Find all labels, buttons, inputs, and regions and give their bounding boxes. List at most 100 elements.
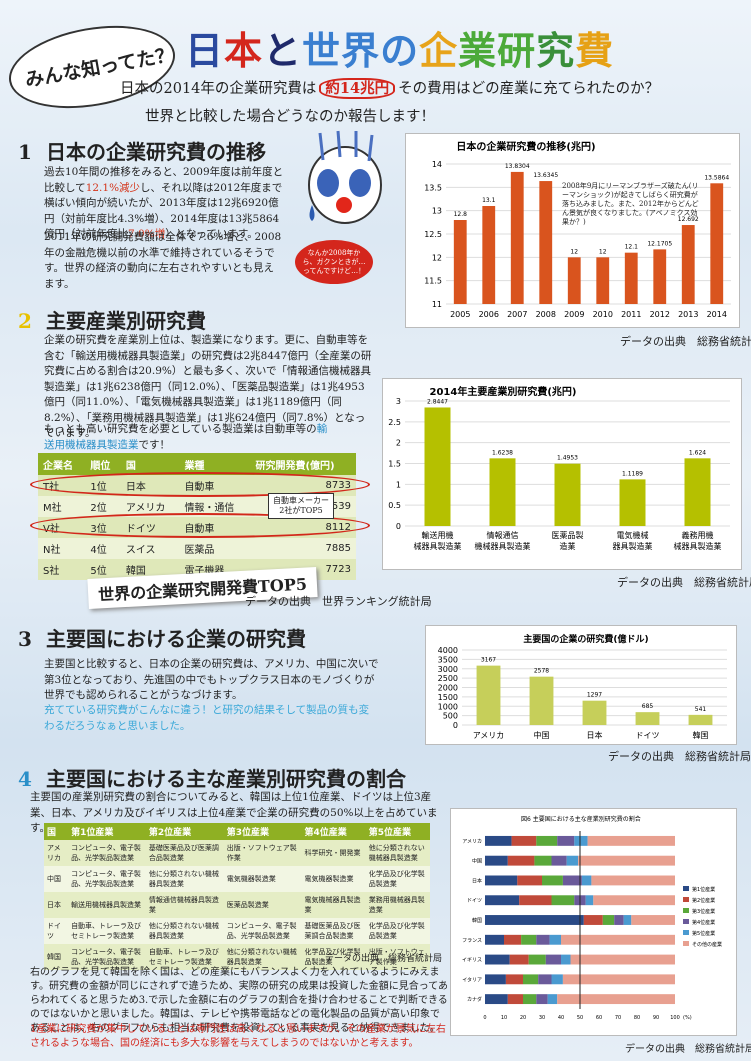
- s1-text-c: ）となっています。: [165, 228, 258, 240]
- top5-cell: 2位: [85, 496, 121, 517]
- top5-cell: 4位: [85, 538, 121, 559]
- y-tick-label: ドイツ: [467, 898, 482, 904]
- bar-segment: [585, 895, 594, 906]
- industry-cell: 電気機器製造業: [223, 866, 302, 892]
- bar-segment: [538, 974, 552, 985]
- data-label: 685: [642, 703, 654, 710]
- section-2-number: 2: [18, 309, 32, 333]
- bar: [619, 479, 646, 526]
- industry-cell: 基礎医薬品及び医薬調合品製造業: [301, 918, 366, 944]
- face-note-text: なんか2008年から、ガクンときが…ってんですけど…！: [302, 249, 366, 275]
- bar-segment: [570, 954, 675, 965]
- right-eye: [349, 169, 371, 197]
- section-3-number: 3: [18, 627, 32, 651]
- x-tick-label: 60: [596, 1015, 602, 1021]
- data-label: 13.1: [482, 197, 496, 204]
- y-tick-label: アメリカ: [462, 839, 482, 845]
- y-tick-label: 1500: [438, 693, 458, 702]
- bar-segment: [509, 954, 529, 965]
- y-tick-label: 500: [443, 712, 458, 721]
- bar: [684, 458, 711, 526]
- chart-title: 日本の企業研究費の推移(兆円): [456, 140, 595, 153]
- table-row: 日本 輸送用機械器具製造業 情報通信機械器具製造業 医薬品製造業 電気機械器具製造業 業務…: [44, 892, 430, 918]
- x-tick-label: 2007: [507, 310, 527, 319]
- x-tick-label: 情報通信: [487, 530, 519, 540]
- y-tick-label: 13.5: [424, 183, 442, 192]
- bar-segment: [614, 915, 624, 925]
- chart-industry-share: 図6 主要国における主な産業別研究費の割合 0 10 20 30 40 50 60 70 80 90…: [450, 808, 737, 1036]
- industry-cell: 情報通信機械器具製造業: [145, 892, 224, 918]
- s1-highlight-2: 7.0%増: [128, 228, 166, 240]
- highlight-oval-1: [30, 472, 370, 497]
- y-tick-label: 0.5: [388, 501, 401, 510]
- y-tick-label: 1.5: [388, 460, 401, 469]
- chart-2-svg: 2014年主要産業別研究費(兆円) 0 0.5 1 1.5 2 2.5 3 2.8447 輸送用機…: [388, 385, 730, 551]
- bar-segment: [547, 994, 558, 1005]
- y-tick-label: カナダ: [467, 996, 482, 1003]
- bar: [624, 252, 638, 304]
- bar-segment: [566, 855, 579, 866]
- s1-text: 過去10年間の推移をみると、2009年度は前年度と比較して: [44, 166, 284, 194]
- chart-2-source: データの出典 総務省統計局: [617, 576, 751, 589]
- nose: [336, 197, 352, 213]
- y-tick-label: 3500: [438, 655, 458, 664]
- bar-segment: [528, 954, 546, 965]
- y-tick-label: 中国: [472, 858, 482, 865]
- y-tick-label: 2: [396, 439, 401, 448]
- table-row: ドイツ 自動車、トレーラ及びセミトレーラ製造業 他に分類されない機械器具製造業 コンピ…: [44, 918, 430, 944]
- bar-segment: [485, 954, 510, 965]
- intro-line-1: 日本の2014年の企業研究費は 約14兆円 その費用はどの産業に充てられたのか？: [120, 76, 659, 102]
- industry-cell: 化学品及び化学製品製造業: [365, 866, 430, 892]
- bar-segment: [523, 974, 539, 985]
- bar: [710, 183, 724, 304]
- industry-cell: コンピュータ、電子製品、光学製品製造業: [68, 840, 146, 866]
- sweat-drop-icon: [309, 205, 315, 221]
- x-tick-label: 40: [558, 1015, 564, 1021]
- chart-japan-rd-trend: 日本の企業研究費の推移(兆円) 11 11.5 12 12.5 13 13.5 14 12.8 2…: [405, 133, 740, 328]
- industry-header: 第3位産業: [223, 823, 302, 840]
- y-tick-label: 0: [396, 522, 401, 531]
- top5-header: 研究開発費(億円): [250, 453, 356, 475]
- top5-header: 業種: [179, 453, 251, 475]
- chart-title: 2014年主要産業別研究費(兆円): [430, 385, 577, 398]
- legend-swatch: [683, 886, 689, 891]
- title-char: の: [380, 29, 420, 73]
- x-tick-label: 輸送用機: [422, 530, 454, 540]
- y-tick-label: 3: [396, 397, 401, 406]
- x-tick-label: 100: [670, 1015, 680, 1021]
- data-label: 12.8: [454, 211, 468, 218]
- worried-face-illustration: [308, 130, 382, 224]
- data-label: 2.8447: [427, 398, 448, 405]
- section-4-title: 主要国における主な産業別研究費の割合: [46, 767, 406, 791]
- legend-swatch: [683, 941, 689, 946]
- top5-cell: 5位: [85, 559, 121, 580]
- legend-swatch: [683, 897, 689, 902]
- x-tick-label: 械器具製造業: [414, 541, 462, 551]
- chart-title: 主要国の企業の研究費(億ドル): [523, 633, 648, 645]
- industry-cell: 基礎医薬品及び医薬調合品製造業: [145, 840, 224, 866]
- legend-label: 第4位産業: [692, 919, 715, 926]
- top5-cell: アメリカ: [120, 496, 180, 517]
- bar-segment: [549, 934, 561, 945]
- bar-segment: [602, 915, 615, 925]
- bar: [567, 257, 581, 304]
- title-char: 日: [185, 29, 225, 73]
- industry-cell: 自動車、トレーラ及びセミトレーラ製造業: [68, 918, 146, 944]
- chart-3-svg: 主要国の企業の研究費(億ドル)0500100015002000250030003…: [438, 633, 727, 740]
- x-tick-label: アメリカ: [473, 731, 505, 740]
- bar: [582, 700, 607, 725]
- top5-cell: スイス: [120, 538, 180, 559]
- industry-cell: コンピュータ、電子製品、光学製品製造業: [68, 866, 146, 892]
- section-1-number: 1: [18, 140, 32, 164]
- bar-segment: [504, 934, 522, 945]
- chart-4-svg: 図6 主要国における主な産業別研究費の割合 0 10 20 30 40 50 60 70 80 90…: [462, 815, 722, 1021]
- section-4-para-1: 主要国の産業別研究費の割合についてみると、韓国は上位1位産業、ドイツは上位3産業…: [30, 791, 438, 834]
- x-tick-label: 械器具製造業: [674, 541, 722, 551]
- bar-segment: [581, 875, 592, 886]
- industry-cell: 業務用機械器具製造業: [365, 892, 430, 918]
- intro-line-2: 世界と比較した場合どうなのか報告します！: [145, 109, 435, 125]
- x-tick-label: 70: [615, 1015, 621, 1021]
- top5-header: 順位: [85, 453, 121, 475]
- top5-cell: 医薬品: [179, 538, 251, 559]
- industry-cell: コンピュータ、電子製品、光学製品製造業: [223, 918, 302, 944]
